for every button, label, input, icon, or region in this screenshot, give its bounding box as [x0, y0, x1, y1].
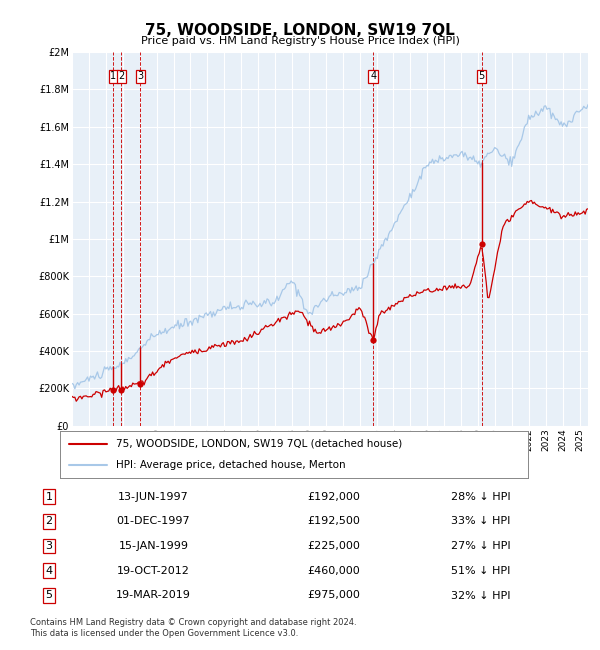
Text: 75, WOODSIDE, LONDON, SW19 7QL (detached house): 75, WOODSIDE, LONDON, SW19 7QL (detached…: [116, 439, 403, 448]
Text: 3: 3: [137, 72, 143, 81]
Text: 27% ↓ HPI: 27% ↓ HPI: [451, 541, 510, 551]
Text: £460,000: £460,000: [307, 566, 360, 576]
Text: HPI: Average price, detached house, Merton: HPI: Average price, detached house, Mert…: [116, 460, 346, 470]
Text: 15-JAN-1999: 15-JAN-1999: [118, 541, 188, 551]
Text: 5: 5: [46, 590, 53, 601]
Text: 33% ↓ HPI: 33% ↓ HPI: [451, 516, 510, 526]
Text: 2: 2: [118, 72, 125, 81]
Text: £192,000: £192,000: [307, 491, 360, 502]
Text: 28% ↓ HPI: 28% ↓ HPI: [451, 491, 510, 502]
Text: 01-DEC-1997: 01-DEC-1997: [116, 516, 190, 526]
Text: £225,000: £225,000: [307, 541, 360, 551]
Text: 19-OCT-2012: 19-OCT-2012: [117, 566, 190, 576]
Text: 1: 1: [110, 72, 116, 81]
Text: £192,500: £192,500: [307, 516, 360, 526]
Text: 2: 2: [46, 516, 53, 526]
Text: £975,000: £975,000: [307, 590, 360, 601]
Text: 13-JUN-1997: 13-JUN-1997: [118, 491, 189, 502]
Text: 51% ↓ HPI: 51% ↓ HPI: [451, 566, 510, 576]
Text: Price paid vs. HM Land Registry's House Price Index (HPI): Price paid vs. HM Land Registry's House …: [140, 36, 460, 46]
Text: 75, WOODSIDE, LONDON, SW19 7QL: 75, WOODSIDE, LONDON, SW19 7QL: [145, 23, 455, 38]
Text: 19-MAR-2019: 19-MAR-2019: [116, 590, 191, 601]
Text: 4: 4: [370, 72, 376, 81]
Text: 32% ↓ HPI: 32% ↓ HPI: [451, 590, 510, 601]
Text: 1: 1: [46, 491, 53, 502]
Text: 3: 3: [46, 541, 53, 551]
Text: Contains HM Land Registry data © Crown copyright and database right 2024.: Contains HM Land Registry data © Crown c…: [30, 618, 356, 627]
Text: 4: 4: [46, 566, 53, 576]
Text: This data is licensed under the Open Government Licence v3.0.: This data is licensed under the Open Gov…: [30, 629, 298, 638]
Text: 5: 5: [478, 72, 485, 81]
